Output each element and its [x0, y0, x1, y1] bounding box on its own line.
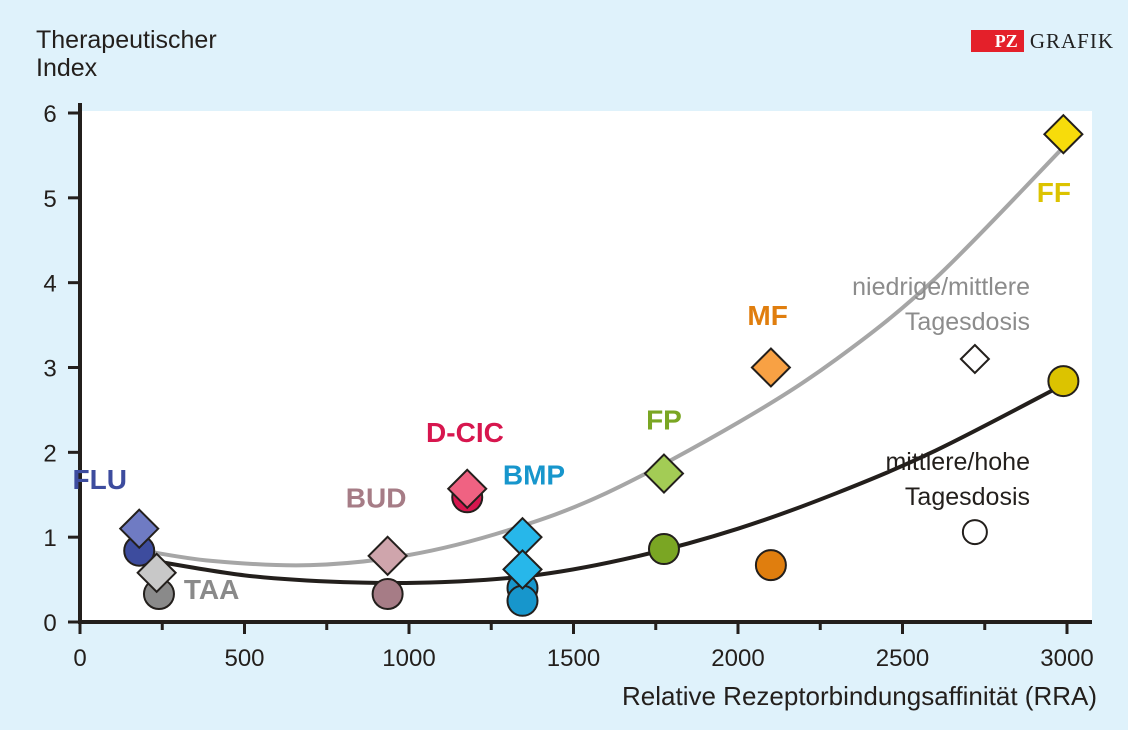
- x-tick-label: 1500: [547, 645, 600, 672]
- circle-point: [647, 533, 680, 566]
- tick-labels: 0 1 2 3 4 5 6 0 500 1000 1500 2000 2500 3000: [43, 101, 1093, 672]
- x-tick-label: 2500: [876, 645, 929, 672]
- diamond-point: [643, 453, 685, 494]
- diamond-point: [750, 347, 792, 388]
- trend-line: [138, 382, 1065, 586]
- y-tick-label: 3: [43, 356, 56, 383]
- trend-lines: [138, 145, 1066, 586]
- diamond-point: [118, 508, 160, 550]
- diamond-point: [367, 535, 409, 577]
- annotation-low-dose: Tagesdosis: [905, 308, 1030, 336]
- diamond-point: [136, 552, 178, 594]
- trend-line: [138, 145, 1066, 568]
- annotation-high-dose: Tagesdosis: [905, 483, 1030, 511]
- x-tick-label: 2000: [711, 645, 764, 672]
- diamond-point: [1042, 113, 1084, 155]
- point-label: D-CIC: [426, 417, 504, 448]
- point-label: MF: [747, 300, 787, 331]
- diamond-point: [446, 468, 488, 510]
- x-tick-label: 3000: [1040, 645, 1093, 672]
- y-axis-title-line: Therapeutischer: [36, 26, 217, 54]
- annotation-low-dose: niedrige/mittlere: [852, 273, 1030, 301]
- y-tick-label: 2: [43, 440, 56, 467]
- x-axis-title: Relative Rezeptorbindungsaffinität (RRA): [622, 681, 1097, 711]
- brand-badge: PZ: [970, 30, 1024, 52]
- y-tick-label: 5: [43, 186, 56, 213]
- circle-point: [371, 578, 404, 611]
- point-label: FF: [1037, 177, 1071, 208]
- x-tick-label: 1000: [382, 645, 435, 672]
- x-tick-label: 0: [73, 645, 86, 672]
- y-tick-label: 1: [43, 525, 56, 552]
- diamond-point: [502, 548, 543, 590]
- y-tick-label: 4: [43, 271, 56, 298]
- point-label: FLU: [73, 464, 127, 495]
- annotations: niedrige/mittlere Tagesdosis mittlere/hohe…: [852, 273, 1030, 511]
- point-label: BUD: [346, 482, 407, 513]
- plot-area: [80, 111, 1092, 622]
- point-label: FP: [646, 404, 682, 435]
- plot-background: [80, 111, 1092, 622]
- brand-logo: PZ GRAFIK: [970, 28, 1114, 53]
- circle-point: [961, 519, 988, 546]
- y-tick-label: 0: [43, 610, 56, 637]
- point-label: TAA: [184, 574, 239, 605]
- circle-point: [506, 584, 539, 617]
- circle-point: [1047, 365, 1080, 398]
- point-labels: FLU TAA BUD D-CIC BMP FP MF FF: [73, 177, 1071, 605]
- brand-text: GRAFIK: [1029, 28, 1114, 53]
- y-axis-title-line: Index: [36, 54, 98, 82]
- data-points: [118, 113, 1084, 617]
- point-label: BMP: [503, 460, 565, 491]
- x-tick-label: 500: [224, 645, 264, 672]
- y-tick-label: 6: [43, 101, 56, 128]
- annotation-high-dose: mittlere/hohe: [885, 448, 1030, 476]
- diamond-point: [959, 343, 991, 375]
- circle-point: [754, 549, 787, 582]
